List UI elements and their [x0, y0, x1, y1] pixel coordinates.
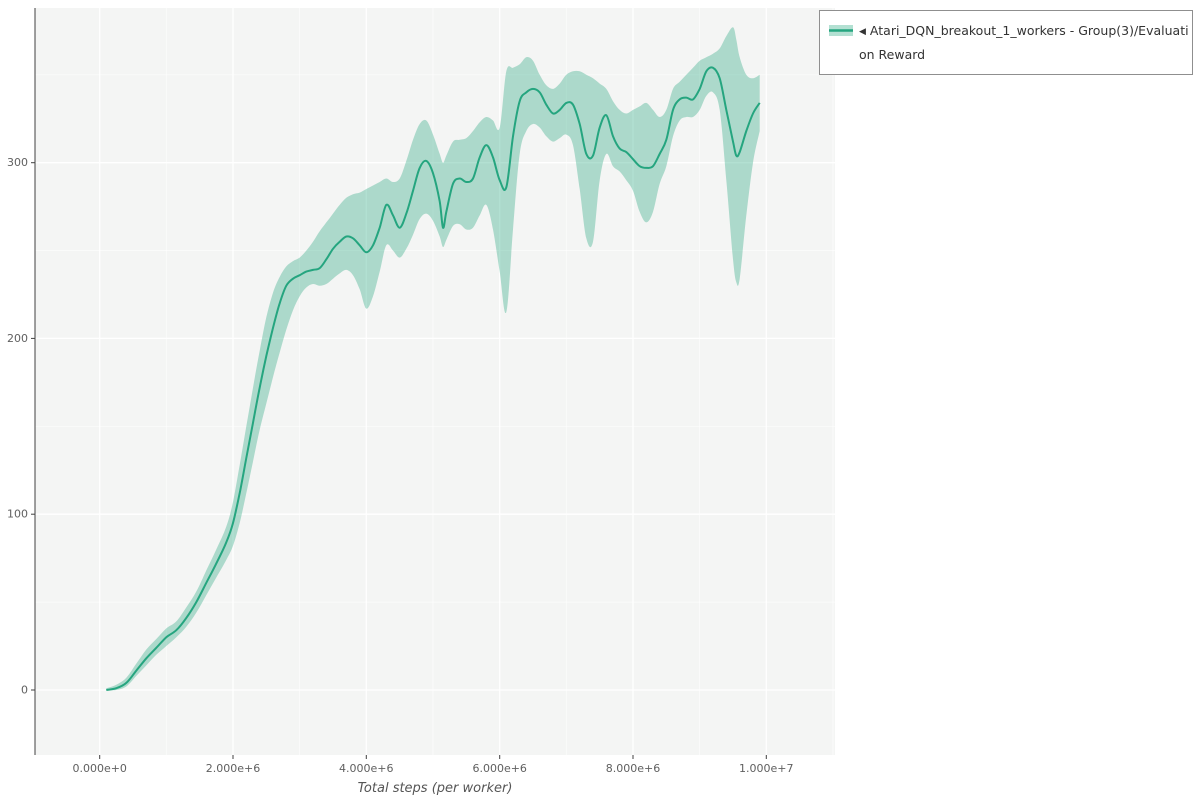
- x-tick-label: 0.000e+0: [72, 762, 126, 775]
- y-tick-label: 300: [7, 156, 28, 169]
- x-tick-label: 4.000e+6: [339, 762, 393, 775]
- legend-label-line2: on Reward: [859, 47, 926, 62]
- legend-series-name-part1: Atari_DQN_breakout_1_workers - Group(3)/…: [869, 23, 1189, 38]
- series-line: [106, 66, 761, 691]
- confidence-band: [106, 27, 760, 691]
- legend-label: ◀ Atari_DQN_breakout_1_workers - Group(3)…: [859, 20, 1189, 65]
- y-tick-label: 0: [21, 684, 28, 697]
- plot-panel[interactable]: [35, 8, 835, 755]
- legend-item[interactable]: ◀ Atari_DQN_breakout_1_workers - Group(3)…: [829, 20, 1189, 65]
- x-tick-label: 6.000e+6: [472, 762, 526, 775]
- x-tick-label: 1.000e+7: [739, 762, 793, 775]
- x-tick-label: 2.000e+6: [206, 762, 260, 775]
- y-tick-label: 100: [7, 508, 28, 521]
- legend-swatch: [829, 25, 853, 36]
- y-tick-label: 200: [7, 332, 28, 345]
- legend-box: ◀ Atari_DQN_breakout_1_workers - Group(3)…: [819, 10, 1193, 75]
- x-axis-title: Total steps (per worker): [357, 781, 513, 796]
- legend-label-line1: ◀ Atari_DQN_breakout_1_workers - Group(3)…: [859, 20, 1189, 44]
- x-tick-label: 8.000e+6: [606, 762, 660, 775]
- collapse-triangle-icon[interactable]: ◀: [859, 27, 866, 37]
